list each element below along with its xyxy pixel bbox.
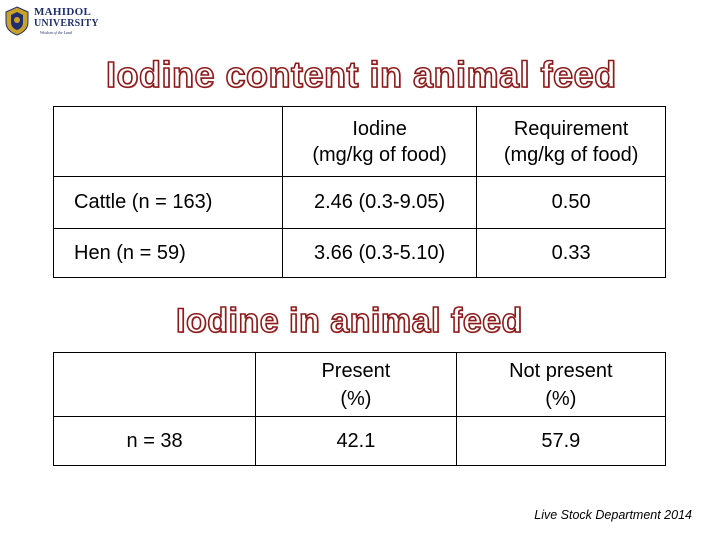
row-label: Cattle (n = 163) — [53, 176, 283, 229]
row-requirement-value: 0.33 — [476, 228, 666, 278]
logo-text-mahidol: MAHIDOL — [34, 6, 92, 18]
table-row: Hen (n = 59) 3.66 (0.3-5.10) 0.33 — [53, 228, 666, 278]
header-requirement-line2: (mg/kg of food) — [503, 143, 639, 166]
logo-text-tagline: Wisdom of the Land — [40, 30, 72, 35]
table-header-requirement: Requirement (mg/kg of food) — [476, 106, 666, 177]
heading-iodine-in-feed: Iodine in animal feed — [175, 301, 523, 341]
row-requirement-value: 0.50 — [476, 176, 666, 229]
table-header-not-present: Not present (%) — [455, 352, 667, 417]
logo-text-university: UNIVERSITY — [34, 18, 99, 29]
header-not-present-line1: Not present — [509, 359, 613, 382]
iodine-content-table: Iodine (mg/kg of food) Requirement (mg/k… — [53, 106, 666, 278]
iodine-presence-table: Present (%) Not present (%) n = 38 42.1 … — [52, 352, 667, 466]
header-iodine-line1: Iodine — [352, 117, 407, 140]
row-not-present-value: 57.9 — [455, 416, 667, 466]
header-not-present-line2: (%) — [545, 387, 577, 410]
table-header-row: Iodine (mg/kg of food) Requirement (mg/k… — [53, 106, 666, 177]
row-label: Hen (n = 59) — [53, 228, 283, 278]
university-logo: MAHIDOL UNIVERSITY Wisdom of the Land — [4, 4, 124, 38]
source-citation: Live Stock Department 2014 — [534, 508, 692, 522]
table-header-empty — [52, 352, 257, 417]
header-present-line1: Present — [321, 359, 391, 382]
header-iodine-line2: (mg/kg of food) — [312, 143, 447, 166]
table-header-empty — [53, 106, 283, 177]
university-emblem-icon — [5, 6, 29, 36]
table-header-row: Present (%) Not present (%) — [52, 352, 667, 417]
row-iodine-value: 2.46 (0.3-9.05) — [281, 176, 478, 229]
header-present-line2: (%) — [340, 387, 372, 410]
table-row: Cattle (n = 163) 2.46 (0.3-9.05) 0.50 — [53, 176, 666, 229]
row-present-value: 42.1 — [255, 416, 457, 466]
table-header-present: Present (%) — [255, 352, 457, 417]
header-requirement-line1: Requirement — [513, 117, 629, 140]
table-header-iodine: Iodine (mg/kg of food) — [281, 106, 478, 177]
heading-iodine-content: Iodine content in animal feed — [105, 53, 617, 96]
row-label: n = 38 — [52, 416, 257, 466]
row-iodine-value: 3.66 (0.3-5.10) — [281, 228, 478, 278]
table-row: n = 38 42.1 57.9 — [52, 416, 667, 466]
